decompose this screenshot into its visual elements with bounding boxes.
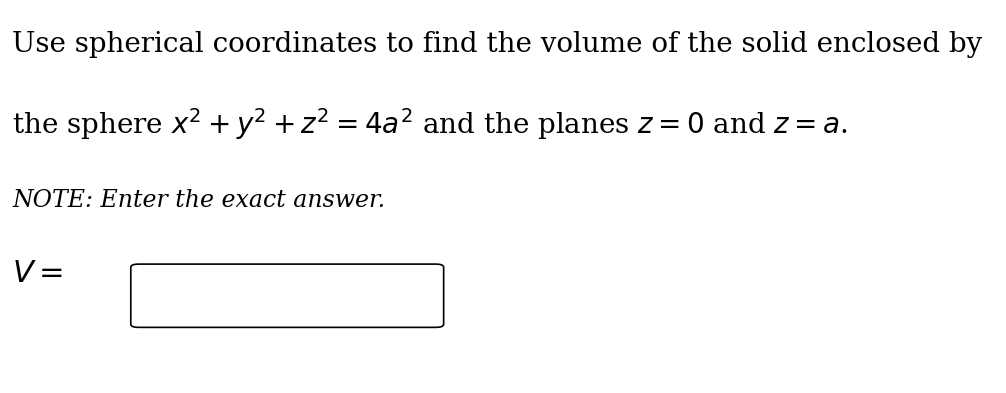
Text: Use spherical coordinates to find the volume of the solid enclosed by: Use spherical coordinates to find the vo… (12, 31, 982, 59)
Text: $V =$: $V =$ (12, 258, 63, 288)
Text: the sphere $x^2 + y^2 + z^2 = 4a^2$ and the planes $z = 0$ and $z = a$.: the sphere $x^2 + y^2 + z^2 = 4a^2$ and … (12, 106, 848, 142)
FancyBboxPatch shape (131, 264, 444, 327)
Text: NOTE: Enter the exact answer.: NOTE: Enter the exact answer. (12, 189, 385, 212)
